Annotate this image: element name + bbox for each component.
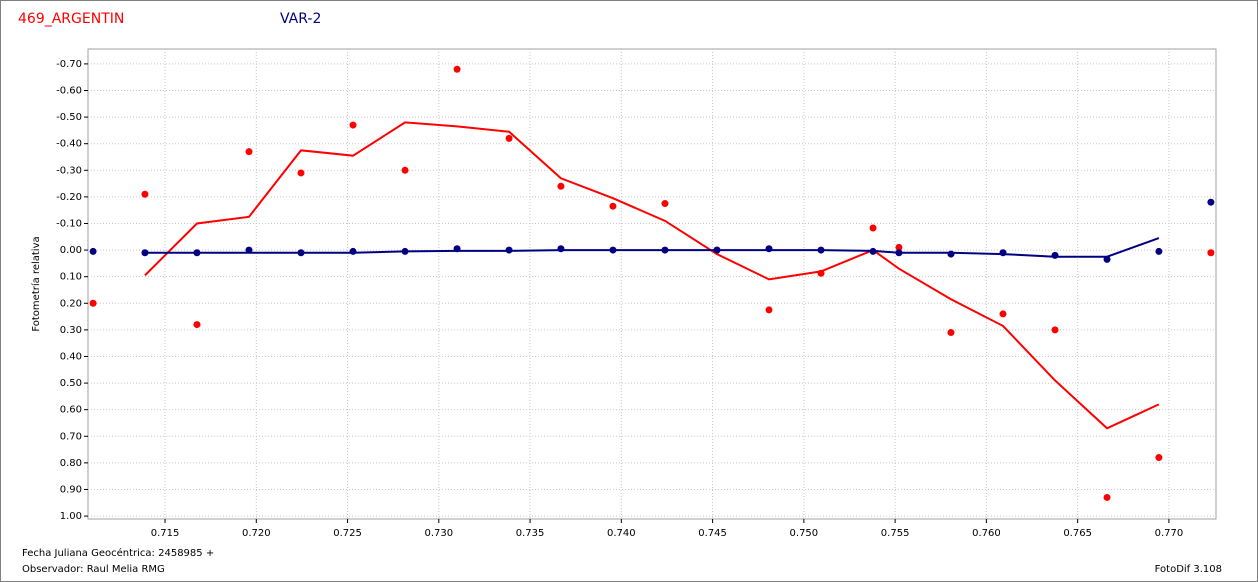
- x-tick-label: 0.720: [242, 528, 271, 539]
- y-tick-label: 0.70: [60, 431, 82, 442]
- data-point: [609, 246, 617, 254]
- data-point: [817, 269, 825, 277]
- x-tick-label: 0.725: [333, 528, 362, 539]
- data-point: [193, 321, 201, 329]
- x-tick-label: 0.760: [972, 528, 1001, 539]
- data-point: [505, 134, 513, 142]
- data-point: [245, 246, 253, 254]
- data-point: [557, 182, 565, 190]
- trend-line: [144, 121, 1160, 430]
- data-point: [661, 200, 669, 208]
- y-tick-label: -0.40: [56, 139, 82, 150]
- data-point: [1051, 326, 1059, 334]
- y-tick-label: -0.70: [56, 59, 82, 70]
- data-point: [297, 249, 305, 257]
- data-point: [89, 247, 97, 255]
- x-tick-label: 0.750: [790, 528, 819, 539]
- data-point: [947, 250, 955, 258]
- data-point: [609, 202, 617, 210]
- data-point: [1207, 198, 1215, 206]
- data-point: [999, 310, 1007, 318]
- x-tick-label: 0.740: [607, 528, 636, 539]
- data-point: [557, 245, 565, 253]
- plot-area: [87, 48, 1217, 520]
- y-tick-label: 0.90: [60, 484, 82, 495]
- y-tick-label: -0.30: [56, 165, 82, 176]
- data-point: [89, 299, 97, 307]
- x-tick-label: 0.745: [698, 528, 727, 539]
- y-tick-label: 0.40: [60, 351, 82, 362]
- y-tick-label: -0.60: [56, 85, 82, 96]
- data-point: [947, 329, 955, 337]
- x-tick-label: 0.765: [1063, 528, 1092, 539]
- x-tick-label: 0.770: [1155, 528, 1184, 539]
- y-tick-label: 1.00: [60, 511, 82, 522]
- data-point: [895, 249, 903, 257]
- data-point: [999, 249, 1007, 257]
- y-tick-label: 0.00: [60, 245, 82, 256]
- series-label: 469_ARGENTIN: [18, 11, 124, 27]
- data-point: [1103, 493, 1111, 501]
- observer: Observador: Raul Melia RMG: [22, 564, 165, 575]
- data-point: [1207, 249, 1215, 257]
- data-point: [895, 243, 903, 251]
- data-point: [297, 169, 305, 177]
- data-point: [817, 246, 825, 254]
- y-tick-label: 0.30: [60, 325, 82, 336]
- data-point: [869, 224, 877, 232]
- y-tick-label: -0.20: [56, 192, 82, 203]
- data-point: [869, 247, 877, 255]
- data-point: [661, 246, 669, 254]
- y-tick-label: 0.10: [60, 272, 82, 283]
- data-point: [401, 247, 409, 255]
- data-point: [1103, 255, 1111, 263]
- data-point: [713, 246, 721, 254]
- y-tick-label: 0.80: [60, 458, 82, 469]
- data-point: [453, 245, 461, 253]
- data-point: [765, 306, 773, 314]
- x-tick-label: 0.715: [151, 528, 180, 539]
- software: FotoDif 3.108: [1155, 564, 1222, 575]
- data-point: [401, 166, 409, 174]
- data-point: [1155, 454, 1163, 462]
- x-tick-label: 0.730: [424, 528, 453, 539]
- data-point: [141, 249, 149, 257]
- data-point: [193, 249, 201, 257]
- y-tick-label: 0.20: [60, 298, 82, 309]
- x-axis-label: Fecha Juliana Geocéntrica: 2458985 +: [22, 547, 214, 559]
- data-point: [765, 245, 773, 253]
- series-label: VAR-2: [280, 11, 321, 27]
- data-point: [245, 148, 253, 156]
- data-point: [505, 246, 513, 254]
- data-point: [1155, 247, 1163, 255]
- y-tick-label: -0.50: [56, 112, 82, 123]
- y-tick-label: -0.10: [56, 218, 82, 229]
- data-point: [349, 121, 357, 129]
- data-point: [1051, 251, 1059, 259]
- y-tick-label: 0.60: [60, 405, 82, 416]
- x-tick-label: 0.735: [516, 528, 545, 539]
- y-tick-label: 0.50: [60, 378, 82, 389]
- x-tick-label: 0.755: [881, 528, 910, 539]
- y-axis-label: Fotometría relativa: [30, 236, 42, 331]
- data-point: [349, 247, 357, 255]
- data-point: [453, 65, 461, 73]
- data-point: [141, 190, 149, 198]
